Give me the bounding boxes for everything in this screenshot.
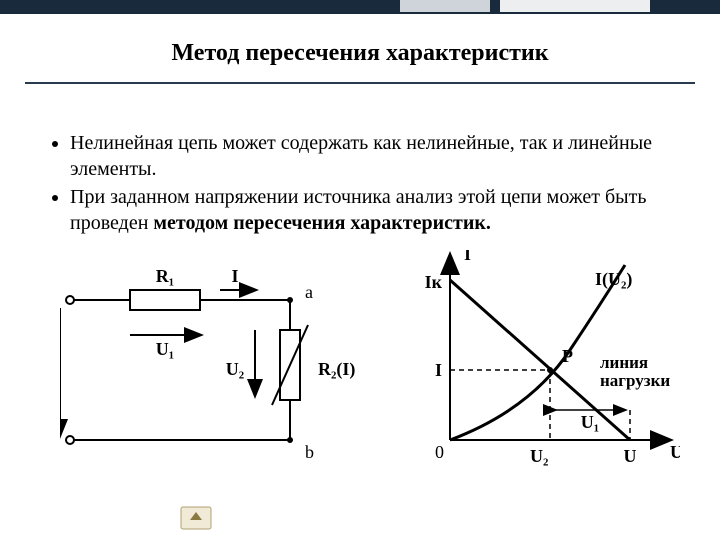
bullet-2: При заданном напряжении источника анализ… — [70, 184, 720, 236]
origin-label: 0 — [435, 442, 444, 462]
diagram-area: R₁ I U₁ a R₂(I) b U U₂ — [60, 250, 680, 490]
diagrams-svg: R₁ I U₁ a R₂(I) b U U₂ — [60, 250, 680, 490]
label-IU2: I(U₂) — [595, 269, 632, 290]
label-U2x: U₂ — [530, 446, 548, 466]
label-I-proj: I — [435, 360, 442, 380]
label-I: I — [231, 266, 238, 286]
bullet-2-bold: методом пересечения характеристик. — [153, 212, 491, 234]
circuit-diagram: R₁ I U₁ a R₂(I) b U U₂ — [60, 266, 355, 462]
slide-title: Метод пересечения характеристик — [0, 40, 720, 67]
label-b: b — [305, 442, 314, 462]
label-R1: R₁ — [156, 266, 174, 286]
axis-I: I — [464, 250, 471, 264]
top-bar-tab2 — [500, 0, 650, 12]
label-U1x: U₁ — [581, 412, 599, 432]
graph-diagram: I U 0 Iк I(U₂) P I U₂ U₁ U линия нагрузк… — [425, 250, 680, 466]
label-U1: U₁ — [156, 339, 174, 359]
bullet-1: Нелинейная цепь может содержать как нели… — [70, 130, 720, 182]
title-underline — [25, 82, 695, 84]
label-Ux: U — [624, 446, 637, 466]
bullet-list: Нелинейная цепь может содержать как нели… — [30, 130, 720, 238]
label-loadline-2: нагрузки — [600, 371, 670, 390]
label-loadline-1: линия — [600, 353, 648, 372]
top-bar — [0, 0, 720, 14]
label-Ik: Iк — [425, 272, 443, 292]
nav-up-icon[interactable] — [180, 506, 212, 530]
axis-U: U — [670, 442, 680, 462]
label-a: a — [305, 282, 313, 302]
label-P: P — [562, 346, 573, 366]
label-U2: U₂ — [226, 359, 244, 379]
top-bar-tab1 — [400, 0, 490, 12]
label-R2I: R₂(I) — [318, 359, 355, 380]
